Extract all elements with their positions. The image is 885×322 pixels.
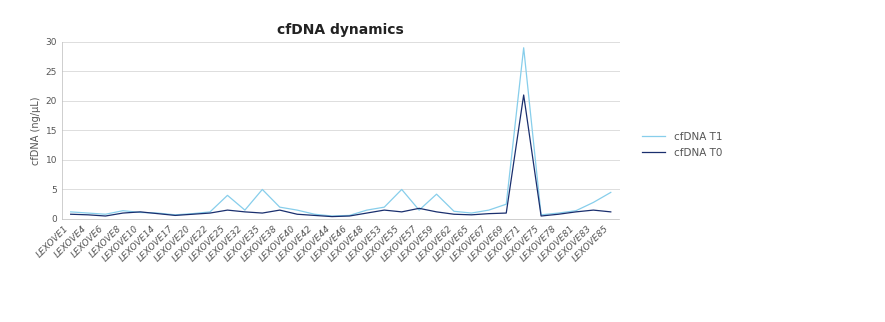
cfDNA T1 — [414, 208, 425, 212]
cfDNA T0 — [118, 211, 128, 215]
cfDNA T1 — [362, 208, 373, 212]
cfDNA T1 — [100, 212, 111, 216]
cfDNA T0 — [466, 213, 477, 217]
cfDNA T0 — [222, 208, 233, 212]
cfDNA T0 — [83, 213, 94, 217]
cfDNA T0 — [274, 208, 285, 212]
cfDNA T0 — [519, 93, 529, 97]
cfDNA T0 — [449, 212, 459, 216]
cfDNA T0 — [257, 211, 267, 215]
cfDNA T1 — [571, 209, 581, 213]
cfDNA T1 — [588, 201, 598, 204]
cfDNA T1 — [379, 205, 389, 209]
cfDNA T1 — [257, 187, 267, 191]
cfDNA T1 — [292, 208, 303, 212]
cfDNA T0 — [571, 210, 581, 214]
cfDNA T1 — [309, 212, 319, 216]
cfDNA T0 — [152, 212, 163, 216]
cfDNA T0 — [431, 210, 442, 214]
cfDNA T0 — [362, 211, 373, 215]
cfDNA T1 — [431, 192, 442, 196]
cfDNA T1 — [188, 212, 198, 216]
Line: cfDNA T0: cfDNA T0 — [71, 95, 611, 217]
cfDNA T0 — [309, 213, 319, 217]
Title: cfDNA dynamics: cfDNA dynamics — [277, 23, 404, 36]
cfDNA T1 — [501, 202, 512, 206]
Y-axis label: cfDNA (ng/μL): cfDNA (ng/μL) — [32, 96, 42, 165]
cfDNA T1 — [204, 210, 215, 214]
cfDNA T0 — [327, 215, 337, 219]
cfDNA T1 — [483, 208, 494, 212]
cfDNA T1 — [152, 211, 163, 215]
Line: cfDNA T1: cfDNA T1 — [71, 48, 611, 216]
cfDNA T0 — [135, 210, 146, 214]
cfDNA T0 — [204, 211, 215, 215]
cfDNA T0 — [396, 210, 407, 214]
cfDNA T1 — [240, 208, 250, 212]
cfDNA T0 — [414, 206, 425, 210]
cfDNA T1 — [535, 213, 546, 217]
cfDNA T1 — [466, 211, 477, 215]
cfDNA T1 — [344, 213, 355, 217]
cfDNA T0 — [292, 212, 303, 216]
cfDNA T0 — [605, 210, 616, 214]
cfDNA T0 — [65, 212, 76, 216]
Legend: cfDNA T1, cfDNA T0: cfDNA T1, cfDNA T0 — [643, 132, 722, 157]
cfDNA T0 — [553, 212, 564, 216]
cfDNA T1 — [396, 187, 407, 191]
cfDNA T1 — [274, 205, 285, 209]
cfDNA T0 — [240, 210, 250, 214]
cfDNA T1 — [519, 46, 529, 50]
cfDNA T1 — [118, 209, 128, 213]
cfDNA T0 — [188, 212, 198, 216]
cfDNA T1 — [553, 211, 564, 215]
cfDNA T1 — [327, 214, 337, 218]
cfDNA T0 — [170, 213, 181, 217]
cfDNA T1 — [449, 209, 459, 213]
cfDNA T1 — [83, 211, 94, 215]
cfDNA T1 — [170, 213, 181, 217]
cfDNA T1 — [605, 190, 616, 194]
cfDNA T0 — [501, 211, 512, 215]
cfDNA T1 — [65, 210, 76, 214]
cfDNA T0 — [100, 214, 111, 218]
cfDNA T1 — [135, 211, 146, 214]
cfDNA T0 — [535, 214, 546, 218]
cfDNA T1 — [222, 194, 233, 197]
cfDNA T0 — [483, 212, 494, 216]
cfDNA T0 — [588, 208, 598, 212]
cfDNA T0 — [379, 208, 389, 212]
cfDNA T0 — [344, 214, 355, 218]
